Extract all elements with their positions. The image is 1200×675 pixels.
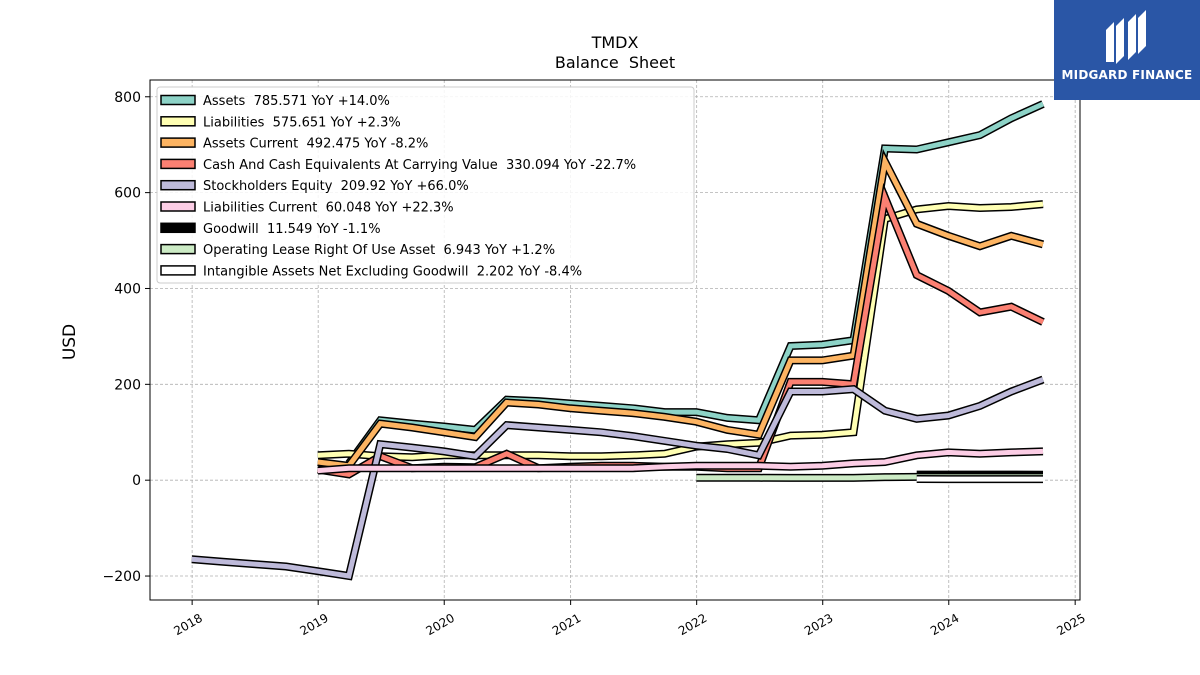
series-line bbox=[191, 377, 1044, 579]
legend-swatch bbox=[160, 265, 196, 276]
legend-label: Liabilities Current 60.048 YoY +22.3% bbox=[203, 201, 454, 216]
x-tick-label: 2022 bbox=[676, 611, 709, 638]
y-axis-label: USD bbox=[60, 324, 80, 360]
x-tick-label: 2021 bbox=[550, 611, 583, 638]
legend-swatch bbox=[160, 158, 196, 170]
legend-label: Stockholders Equity 209.92 YoY +66.0% bbox=[203, 179, 469, 194]
series-lines bbox=[191, 100, 1045, 581]
legend-label: Intangible Assets Net Excluding Goodwill… bbox=[203, 264, 582, 279]
logo-mark-icon bbox=[1106, 10, 1146, 64]
x-tick-label: 2020 bbox=[424, 611, 457, 638]
legend-swatch bbox=[160, 179, 196, 191]
legend-swatch bbox=[160, 137, 196, 148]
x-tick-label: 2023 bbox=[802, 611, 835, 638]
x-tick-label: 2018 bbox=[171, 611, 204, 638]
midgard-finance-logo: MIDGARD FINANCE bbox=[1054, 0, 1200, 100]
chart-title: TMDX bbox=[591, 33, 639, 52]
legend-box bbox=[156, 86, 695, 284]
legend-swatch bbox=[160, 201, 196, 212]
x-tick-label: 2025 bbox=[1054, 611, 1087, 638]
series-line bbox=[346, 101, 1045, 465]
x-tick-label: 2024 bbox=[928, 611, 961, 638]
legend-label: Cash And Cash Equivalents At Carrying Va… bbox=[203, 158, 636, 173]
y-tick-label: 400 bbox=[114, 281, 141, 297]
x-tick-label: 2019 bbox=[297, 611, 330, 638]
legend: Assets 785.571 YoY +14.0% Liabilities 575… bbox=[156, 86, 695, 284]
y-tick-label: 0 bbox=[132, 473, 141, 489]
legend-label: Goodwill 11.549 YoY -1.1% bbox=[203, 222, 381, 237]
legend-label: Operating Lease Right Of Use Asset 6.943… bbox=[203, 243, 555, 258]
y-tick-label: 800 bbox=[114, 90, 141, 106]
y-tick-label: 200 bbox=[114, 377, 141, 393]
chart-subtitle: Balance Sheet bbox=[555, 53, 675, 72]
legend-swatch bbox=[160, 116, 196, 127]
plot-frame bbox=[149, 79, 1081, 601]
legend-label: Assets 785.571 YoY +14.0% bbox=[203, 94, 390, 109]
legend-label: Assets Current 492.475 YoY -8.2% bbox=[203, 137, 428, 152]
series-line bbox=[317, 201, 1044, 460]
y-tick-label: −200 bbox=[103, 569, 141, 585]
legend-swatch bbox=[160, 222, 196, 234]
series-line bbox=[317, 448, 1044, 474]
logo-text: MIDGARD FINANCE bbox=[1061, 68, 1193, 82]
y-tick-label: 600 bbox=[114, 186, 141, 202]
legend-swatch bbox=[160, 243, 196, 255]
legend-label: Liabilities 575.651 YoY +2.3% bbox=[203, 115, 401, 130]
legend-swatch bbox=[160, 94, 196, 106]
series-line bbox=[317, 153, 1044, 469]
